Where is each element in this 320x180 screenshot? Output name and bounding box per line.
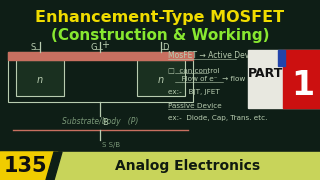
Text: Passive Device: Passive Device: [168, 103, 222, 109]
Polygon shape: [0, 152, 58, 180]
Text: (Construction & Working): (Construction & Working): [51, 28, 269, 43]
Bar: [248, 50, 320, 108]
Bar: [0, 152, 320, 180]
Text: Substrate/body   (P): Substrate/body (P): [62, 118, 138, 127]
Text: ex:-   BJT, JFET: ex:- BJT, JFET: [168, 89, 220, 95]
Text: MosFET → Active Device: MosFET → Active Device: [168, 51, 260, 60]
Text: +: +: [101, 40, 109, 50]
Text: Enhancement-Type MOSFET: Enhancement-Type MOSFET: [36, 10, 284, 25]
Text: D: D: [162, 42, 169, 51]
Text: Flow of e⁻  → flow: Flow of e⁻ → flow: [168, 76, 245, 82]
Text: S S/B: S S/B: [102, 142, 120, 148]
Text: n: n: [158, 75, 164, 85]
Text: Analog Electronics: Analog Electronics: [116, 159, 260, 173]
Text: n: n: [37, 75, 43, 85]
Text: S: S: [31, 42, 36, 51]
Bar: [16, 60, 64, 96]
Text: 1: 1: [291, 69, 314, 102]
Text: B: B: [102, 118, 108, 127]
Polygon shape: [46, 152, 62, 180]
Bar: [8, 52, 193, 60]
Bar: [283, 50, 320, 108]
Bar: [137, 60, 185, 96]
Text: 135: 135: [3, 156, 47, 176]
Text: ex:-  Diode, Cap, Trans. etc.: ex:- Diode, Cap, Trans. etc.: [168, 115, 268, 121]
Bar: [278, 50, 285, 66]
Text: □  can control: □ can control: [168, 67, 220, 73]
Bar: [8, 52, 193, 102]
Text: G: G: [91, 42, 97, 51]
Text: PART: PART: [248, 67, 283, 80]
